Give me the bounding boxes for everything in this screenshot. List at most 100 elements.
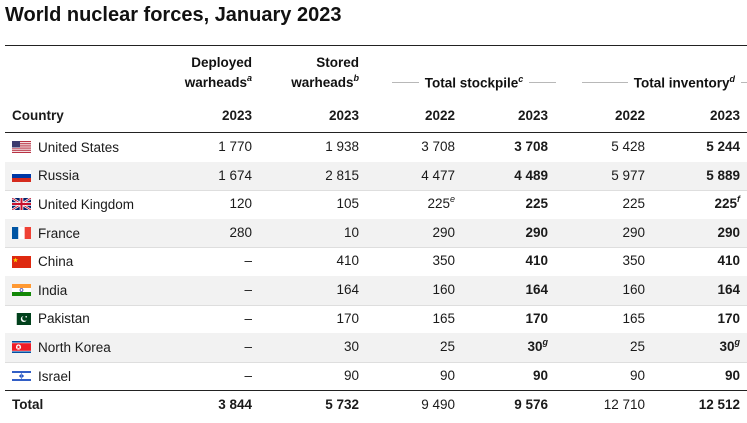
pakistan-flag-icon [12, 312, 31, 325]
stock2023-cell: 90 [532, 367, 548, 383]
inv2023-cell: 170 [717, 310, 740, 326]
row-divider [5, 361, 747, 363]
table-row: United Kingdom 120 105 225e 225 225 225f [5, 190, 747, 219]
russia-flag-icon [12, 169, 31, 182]
inv2023-cell: 164 [717, 282, 740, 297]
inv2023-cell: 5 244 [706, 139, 740, 154]
inv2022-cell: 5 977 [611, 167, 645, 183]
stock2023-cell: 30g [527, 336, 549, 355]
table-row: Russia 1 674 2 815 4 477 4 489 5 977 5 889 [5, 161, 747, 191]
deployed-cell: 1 770 [218, 139, 252, 154]
total-row: Total 3 844 5 732 9 490 9 576 12 710 12 512 [5, 391, 747, 419]
table-row: United States 1 770 1 938 3 708 3 708 5 428 5 … [5, 133, 747, 162]
header-rule [5, 132, 747, 133]
country-name: North Korea [38, 339, 111, 355]
deployed-cell: – [244, 339, 252, 355]
stored-cell: 410 [336, 253, 359, 269]
stored-cell: 2 815 [325, 167, 359, 183]
table-row: India – 164 160 164 160 164 [5, 276, 747, 305]
footnote-marker: e [449, 193, 455, 204]
country-name: France [38, 225, 81, 241]
israel-flag-icon [12, 370, 31, 383]
stored-cell: 1 938 [325, 139, 359, 154]
stock2023-cell: 410 [525, 253, 548, 269]
stock2022-cell: 225e [427, 193, 455, 212]
total-stock2023-cell: 9 576 [514, 397, 548, 413]
country-cell: United States [12, 133, 119, 162]
country-cell: France [12, 219, 80, 248]
inventory-year-2023: 2023 [709, 108, 740, 123]
footnote-marker: f [737, 193, 740, 204]
stock2022-cell: 90 [439, 367, 455, 383]
stockpile-year-2022: 2022 [424, 108, 455, 123]
inv2023-cell: 5 889 [706, 167, 740, 183]
table-row: France 280 10 290 290 290 290 [5, 218, 747, 248]
country-name: Israel [38, 368, 72, 384]
country-header: Country [12, 108, 64, 123]
inv2022-cell: 90 [629, 367, 645, 383]
country-name: Pakistan [38, 311, 90, 327]
country-name: China [38, 254, 74, 270]
total-stock2022-cell: 9 490 [421, 397, 455, 413]
stored-cell: 105 [336, 196, 359, 212]
footnote-marker: g [542, 336, 549, 347]
deployed-cell: – [244, 367, 252, 383]
stockpile-group-header: Total stockpilec [392, 72, 557, 92]
row-divider [5, 247, 747, 249]
stock2023-cell: 4 489 [514, 167, 548, 183]
inv2022-cell: 25 [629, 339, 645, 355]
us-flag-icon [12, 141, 31, 154]
inv2022-cell: 350 [622, 253, 645, 269]
country-cell: Russia [12, 162, 79, 191]
country-name: United Kingdom [38, 196, 135, 212]
inv2023-cell: 90 [724, 367, 740, 383]
country-name: United States [38, 139, 120, 155]
inv2023-cell: 290 [717, 224, 740, 240]
inv2023-cell: 30g [719, 336, 741, 355]
deployed-year: 2023 [221, 108, 252, 123]
stored-cell: 90 [343, 367, 359, 383]
deployed-cell: – [244, 282, 252, 297]
page-title: World nuclear forces, January 2023 [5, 4, 342, 26]
total-inv2023-cell: 12 512 [698, 397, 740, 413]
country-cell: United Kingdom [12, 190, 134, 219]
top-rule [5, 45, 747, 46]
country-cell: Pakistan [12, 305, 90, 334]
stored-cell: 170 [336, 310, 359, 326]
stored-cell: 10 [343, 224, 359, 240]
stock2022-cell: 350 [432, 253, 455, 269]
inv2022-cell: 160 [622, 282, 645, 297]
table-row: Israel – 90 90 90 90 90 [5, 362, 747, 391]
deployed-cell: – [244, 310, 252, 326]
row-divider [5, 304, 747, 306]
stock2022-cell: 3 708 [421, 139, 455, 154]
stock2022-cell: 165 [432, 310, 455, 326]
inv2022-cell: 225 [622, 196, 645, 212]
stored-year: 2023 [328, 108, 359, 123]
north-korea-flag-icon [12, 341, 31, 354]
inv2023-cell: 225f [714, 193, 740, 212]
country-cell: North Korea [12, 333, 111, 362]
stockpile-year-2023: 2023 [517, 108, 548, 123]
india-flag-icon [12, 284, 31, 297]
stock2022-cell: 4 477 [421, 167, 455, 183]
total-inv2022-cell: 12 710 [603, 397, 645, 413]
footnote-marker: g [734, 336, 741, 347]
inventory-group-header: Total inventoryd [582, 72, 747, 92]
total-rule [5, 390, 747, 392]
inv2022-cell: 290 [622, 224, 645, 240]
deployed-cell: 120 [229, 196, 252, 212]
country-cell: China [12, 247, 73, 276]
row-divider [5, 190, 747, 192]
total-deployed-cell: 3 844 [218, 397, 252, 413]
france-flag-icon [12, 227, 31, 240]
stored-cell: 164 [336, 282, 359, 297]
uk-flag-icon [12, 198, 31, 211]
deployed-cell: 1 674 [218, 167, 252, 183]
country-name: Russia [38, 168, 80, 184]
inv2022-cell: 165 [622, 310, 645, 326]
stored-cell: 30 [343, 339, 359, 355]
deployed-cell: – [244, 253, 252, 269]
stock2022-cell: 290 [432, 224, 455, 240]
inventory-year-2022: 2022 [614, 108, 645, 123]
